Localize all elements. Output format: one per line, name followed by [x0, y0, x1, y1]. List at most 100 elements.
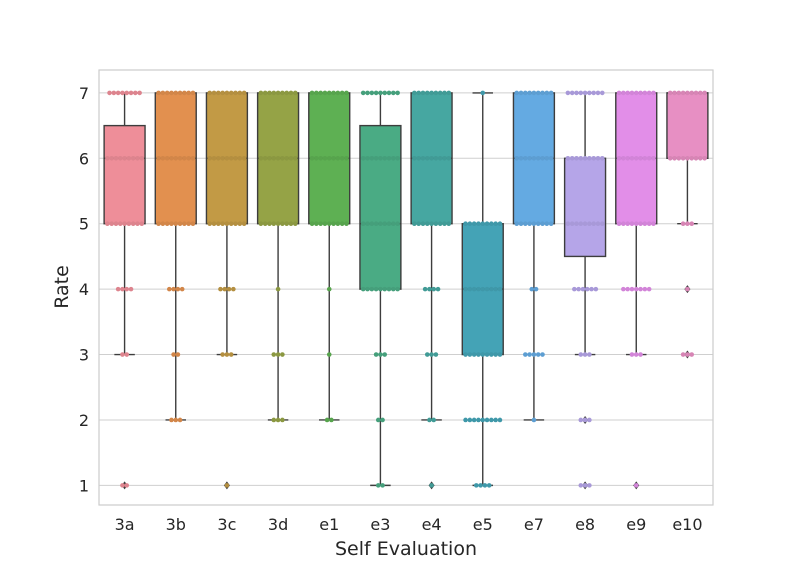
swarm-point-3d-7 [284, 90, 289, 96]
swarm-point-3b-5 [164, 221, 170, 227]
swarm-point-e3-6 [382, 156, 388, 161]
swarm-point-e8-4 [580, 286, 586, 292]
swarm-point-e8-6 [595, 156, 601, 161]
swarm-point-3d-5 [288, 221, 294, 227]
swarm-point-e8-4 [572, 286, 577, 292]
swarm-point-3b-5 [169, 221, 174, 227]
swarm-point-e7-3 [535, 352, 541, 357]
swarm-point-e3-4 [365, 286, 370, 292]
x-tick-label-3d: 3d [268, 515, 288, 534]
swarm-point-e4-4 [431, 286, 437, 292]
swarm-point-e10-3 [685, 352, 690, 357]
swarm-point-e10-6 [685, 156, 690, 161]
swarm-point-e8-6 [569, 156, 575, 161]
swarm-point-e3-5 [382, 221, 388, 227]
swarm-point-e9-4 [633, 286, 639, 292]
swarm-point-e7-7 [544, 90, 550, 96]
swarm-point-e1-5 [309, 221, 315, 227]
swarm-point-e5-2 [493, 417, 498, 423]
swarm-point-3c-5 [237, 221, 243, 227]
swarm-point-e5-3 [497, 352, 503, 357]
swarm-point-3d-6 [271, 156, 277, 161]
swarm-point-3b-7 [182, 90, 187, 96]
swarm-point-3d-3 [271, 352, 277, 357]
swarm-point-e9-3 [638, 352, 643, 357]
swarm-point-e10-5 [685, 221, 690, 227]
swarm-point-e10-6 [667, 156, 673, 161]
swarm-point-e1-5 [322, 221, 328, 227]
swarm-point-e5-5 [480, 221, 486, 227]
swarm-point-e7-5 [518, 221, 524, 227]
swarm-point-3c-1 [224, 483, 230, 488]
swarm-point-e4-5 [437, 221, 443, 227]
swarm-point-e4-5 [433, 221, 439, 227]
swarm-point-e1-6 [331, 156, 336, 161]
swarm-point-e9-7 [629, 90, 635, 96]
swarm-point-e9-7 [642, 90, 648, 96]
swarm-point-e1-6 [309, 156, 315, 161]
swarm-point-e1-6 [326, 156, 332, 161]
swarm-point-3c-6 [224, 156, 230, 161]
swarm-point-e10-7 [685, 90, 690, 96]
swarm-point-3c-6 [220, 156, 225, 161]
swarm-point-e9-5 [638, 221, 643, 227]
swarm-point-e5-4 [471, 286, 477, 292]
swarm-point-e5-3 [484, 352, 490, 357]
swarm-point-e9-5 [651, 221, 656, 227]
swarm-point-3b-7 [186, 90, 191, 96]
swarm-point-e4-7 [420, 90, 426, 96]
swarm-point-3c-3 [224, 352, 230, 357]
swarm-point-3c-5 [224, 221, 230, 227]
swarm-point-3a-5 [122, 221, 127, 227]
swarm-point-3a-4 [128, 286, 134, 292]
swarm-point-e1-5 [331, 221, 336, 227]
swarm-point-3d-5 [292, 221, 298, 227]
x-tick-label-e8: e8 [575, 515, 595, 534]
swarm-point-e1-7 [318, 90, 323, 96]
swarm-point-3a-6 [109, 156, 114, 161]
swarm-point-e3-4 [378, 286, 383, 292]
swarm-point-3c-7 [228, 90, 234, 96]
swarm-point-e4-6 [416, 156, 421, 161]
swarm-point-e3-3 [382, 352, 388, 357]
swarm-point-3a-5 [135, 221, 140, 227]
y-tick-labels: 1 2 3 4 5 6 7 [79, 84, 89, 495]
y-tick-label-1: 1 [79, 476, 89, 495]
swarm-point-e7-3 [531, 352, 537, 357]
swarm-point-e4-7 [429, 90, 434, 96]
swarm-point-e9-1 [633, 483, 639, 488]
swarm-point-e3-4 [395, 286, 400, 292]
swarm-point-3a-6 [122, 156, 127, 161]
swarm-point-3c-4 [218, 286, 223, 292]
gridlines [99, 92, 713, 486]
swarm-point-e5-4 [497, 286, 503, 292]
swarm-point-e4-6 [442, 156, 447, 161]
swarm-point-e1-7 [322, 90, 328, 96]
swarm-point-e3-2 [375, 417, 381, 423]
swarm-point-e1-2 [324, 417, 330, 423]
swarm-point-e1-6 [318, 156, 323, 161]
swarm-point-3a-4 [124, 286, 130, 292]
swarm-point-e8-4 [576, 286, 581, 292]
swarm-point-e10-6 [693, 156, 699, 161]
swarm-point-3b-5 [190, 221, 196, 227]
swarm-point-3d-3 [280, 352, 285, 357]
swarm-point-e3-7 [391, 90, 396, 96]
swarm-point-e4-5 [442, 221, 447, 227]
swarm-point-e10-4 [685, 286, 690, 292]
swarm-point-e9-7 [621, 90, 626, 96]
swarm-point-3c-7 [207, 90, 213, 96]
swarm-point-e5-3 [480, 352, 486, 357]
swarm-point-3d-7 [288, 90, 294, 96]
swarm-point-3b-5 [177, 221, 183, 227]
swarm-point-e3-7 [382, 90, 388, 96]
swarm-point-3b-7 [169, 90, 174, 96]
swarm-point-e8-4 [584, 286, 590, 292]
swarm-point-3a-7 [137, 90, 142, 96]
swarm-point-e4-2 [427, 417, 432, 423]
swarm-point-e8-5 [574, 221, 579, 227]
swarm-point-3c-7 [224, 90, 230, 96]
x-tick-label-e4: e4 [422, 515, 442, 534]
swarm-point-3b-7 [160, 90, 166, 96]
swarm-point-e8-5 [582, 221, 588, 227]
